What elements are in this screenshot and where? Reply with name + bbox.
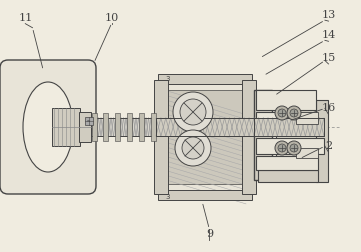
- Bar: [276, 108, 318, 172]
- Bar: [156, 82, 254, 192]
- Text: 10: 10: [105, 13, 119, 23]
- Circle shape: [182, 137, 204, 159]
- Bar: [156, 118, 254, 136]
- Circle shape: [175, 130, 211, 166]
- Bar: [115, 113, 120, 141]
- Bar: [164, 90, 246, 184]
- Circle shape: [278, 109, 286, 117]
- Circle shape: [290, 144, 298, 152]
- Bar: [103, 113, 108, 141]
- Bar: [158, 190, 252, 200]
- Circle shape: [290, 109, 298, 117]
- Circle shape: [287, 106, 301, 120]
- Bar: [254, 118, 324, 136]
- Text: 11: 11: [18, 13, 32, 23]
- Bar: [242, 80, 256, 194]
- Text: 13: 13: [321, 10, 336, 20]
- Bar: [52, 108, 80, 146]
- Bar: [296, 148, 318, 158]
- Bar: [256, 90, 316, 110]
- Bar: [154, 80, 168, 194]
- Bar: [127, 113, 132, 141]
- Bar: [254, 118, 324, 136]
- Ellipse shape: [23, 82, 73, 172]
- Bar: [91, 118, 166, 136]
- Circle shape: [275, 141, 289, 155]
- Text: 15: 15: [321, 53, 336, 63]
- FancyBboxPatch shape: [0, 60, 96, 194]
- Bar: [258, 170, 318, 182]
- Bar: [256, 138, 324, 154]
- Bar: [254, 90, 272, 180]
- Bar: [256, 156, 318, 170]
- Bar: [91, 118, 166, 136]
- Text: 2: 2: [325, 141, 332, 151]
- Circle shape: [287, 141, 301, 155]
- Bar: [296, 112, 318, 124]
- Bar: [316, 100, 328, 182]
- Bar: [256, 112, 311, 128]
- Circle shape: [173, 92, 213, 132]
- Bar: [151, 113, 156, 141]
- Text: 3: 3: [166, 76, 170, 82]
- Circle shape: [275, 106, 289, 120]
- Circle shape: [278, 144, 286, 152]
- Text: 14: 14: [321, 30, 336, 40]
- Text: 16: 16: [321, 103, 336, 113]
- Text: w: w: [87, 119, 91, 123]
- Bar: [92, 113, 97, 141]
- Bar: [139, 113, 144, 141]
- Bar: [79, 112, 91, 142]
- Bar: [158, 74, 252, 84]
- Text: 9: 9: [206, 229, 213, 239]
- Bar: [85, 117, 93, 125]
- Circle shape: [180, 99, 206, 125]
- Bar: [156, 118, 254, 136]
- Text: 3: 3: [166, 194, 170, 200]
